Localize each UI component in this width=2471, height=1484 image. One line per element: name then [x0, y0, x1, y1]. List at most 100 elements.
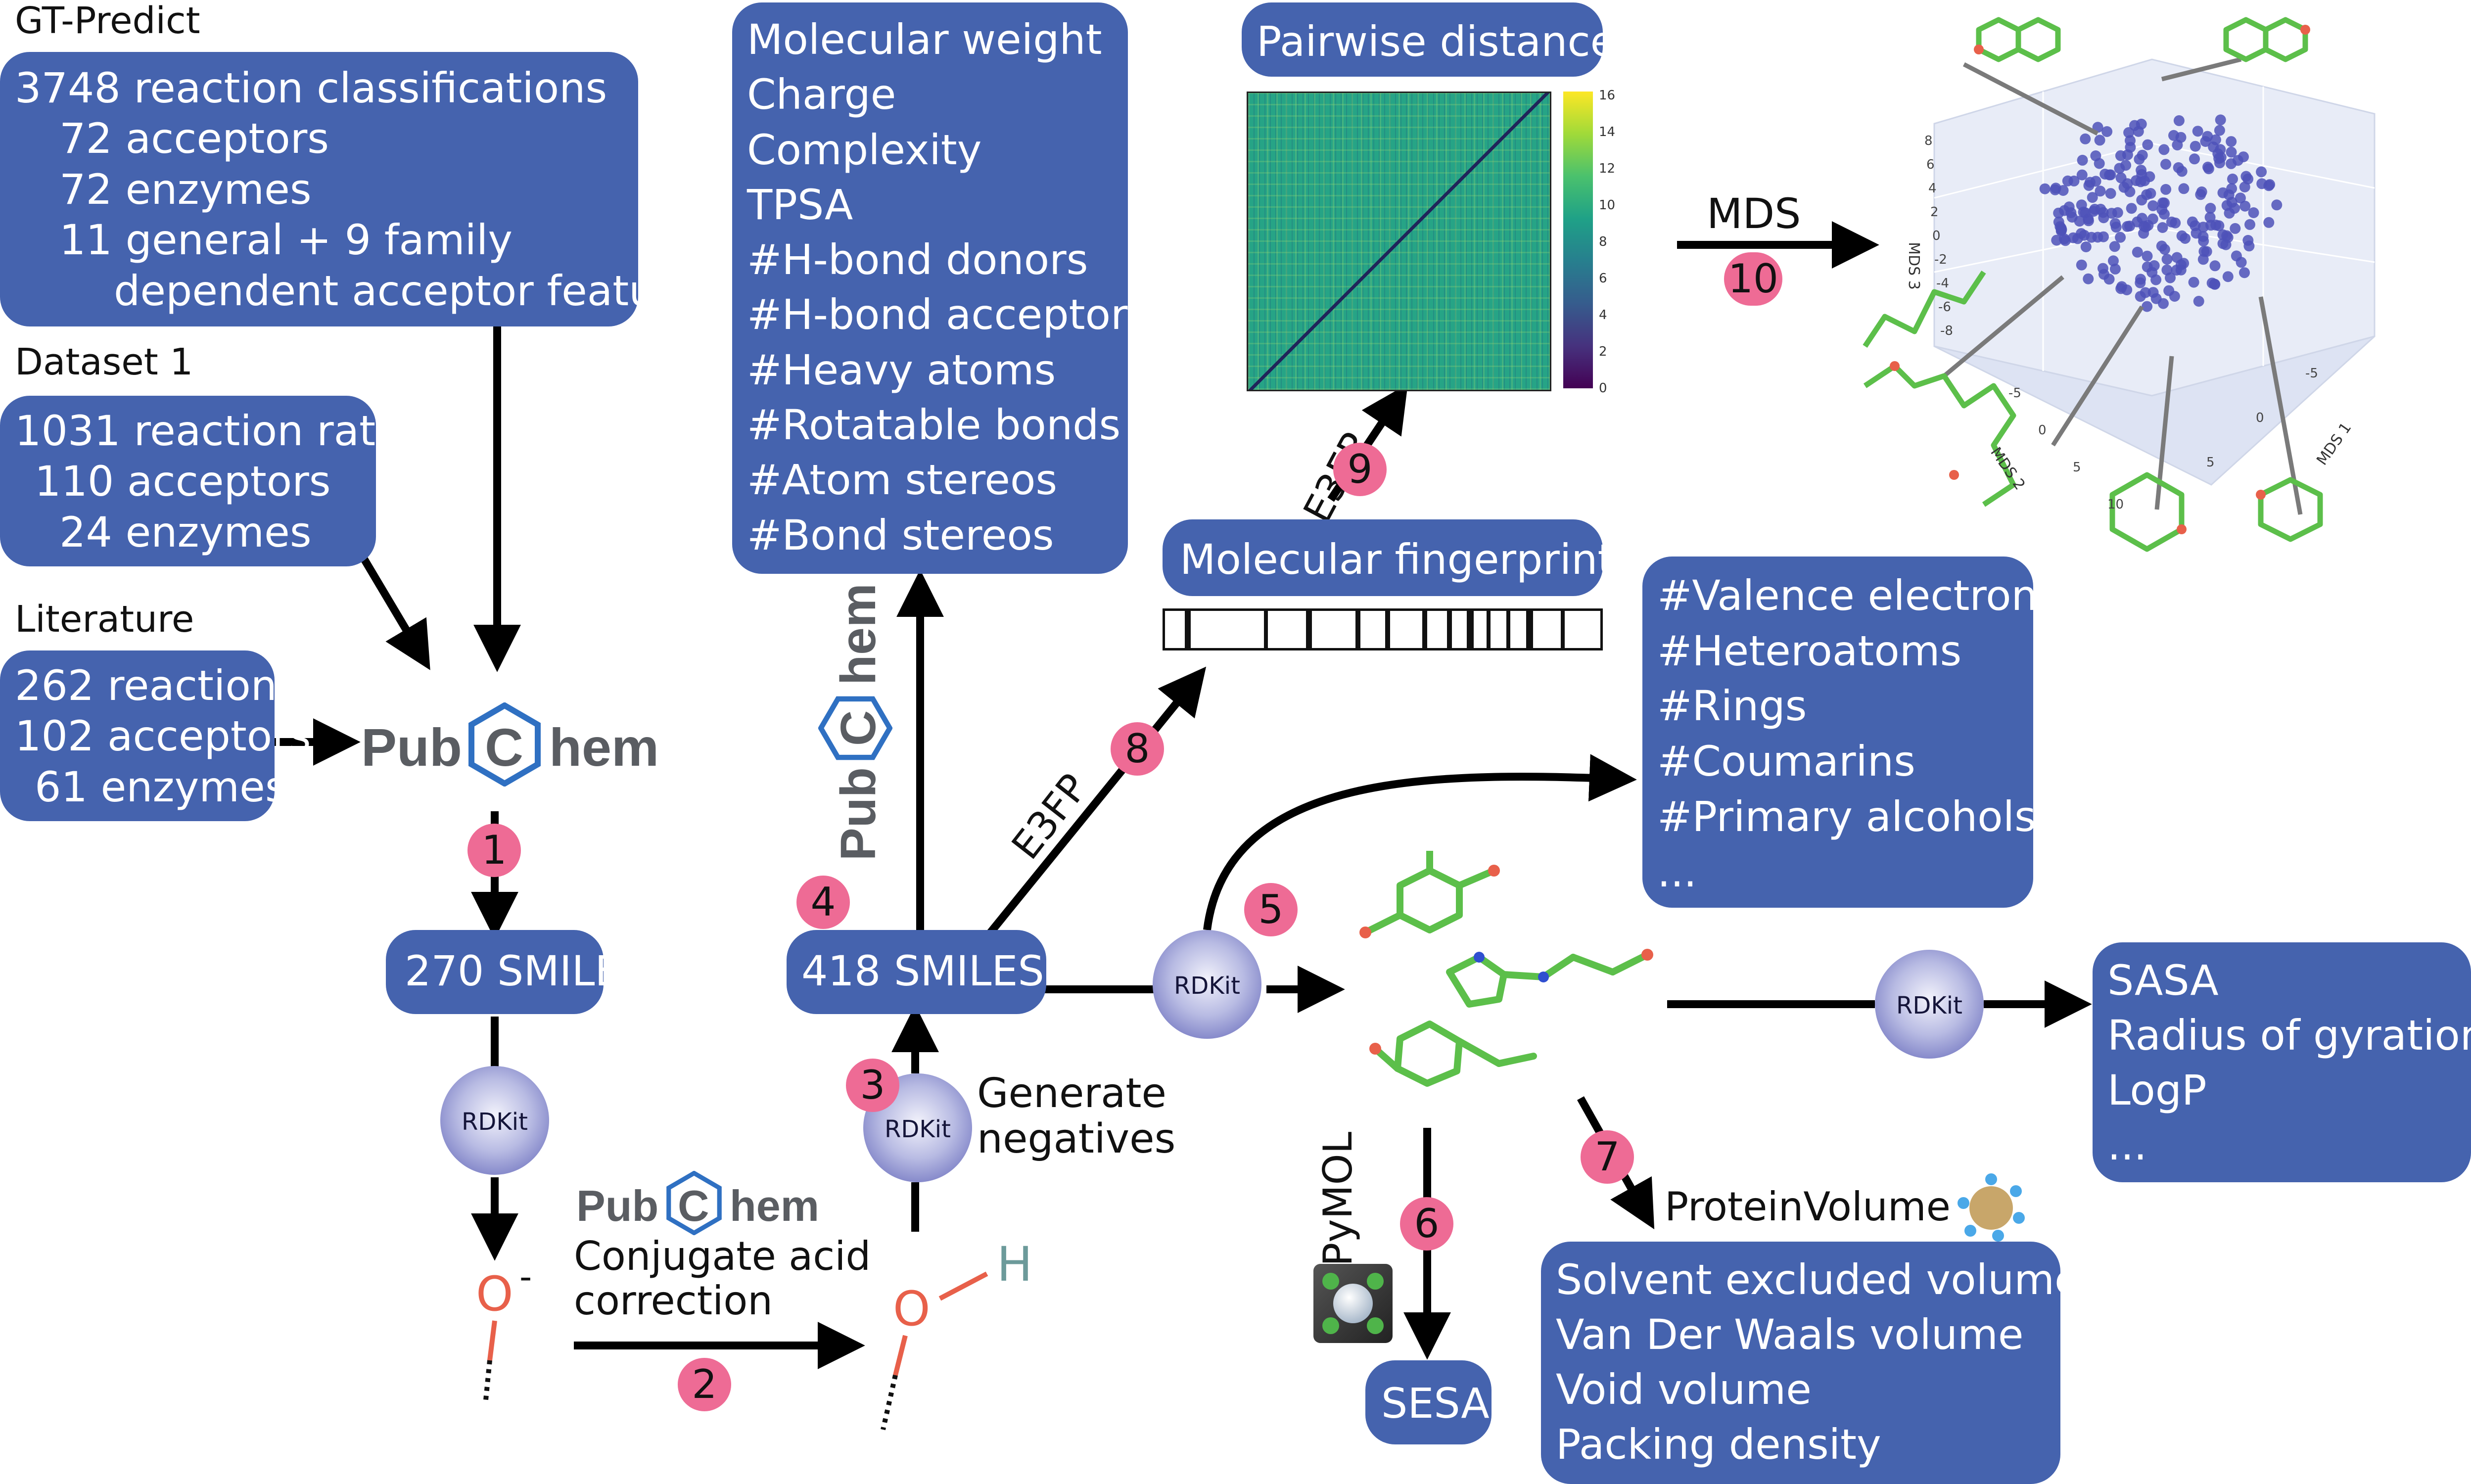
mds-label: MDS — [1707, 189, 1801, 238]
step-badge-3: 3 — [846, 1059, 899, 1112]
mds-point — [2235, 192, 2246, 204]
mds-point — [2173, 115, 2185, 126]
literature-title: Literature — [15, 598, 194, 641]
mds-point — [2098, 269, 2109, 280]
colorbar-tick: 2 — [1599, 344, 1607, 359]
mds-point — [2198, 246, 2210, 257]
sesa-label: SESA — [1381, 1379, 1490, 1428]
conjugate-line: correction — [574, 1277, 773, 1324]
step-badge-2: 2 — [678, 1358, 731, 1411]
pubchem-logo-text: hem — [730, 1181, 819, 1230]
feature-item: #H-bond donors — [747, 235, 1088, 284]
conformer-structures-image — [1359, 851, 1653, 1087]
rdkit-logo: RDKit — [1875, 950, 1984, 1059]
x-tick: 5 — [2206, 455, 2215, 470]
mds-point — [2142, 301, 2153, 312]
mds-point — [2178, 183, 2190, 194]
mds-point — [2099, 169, 2111, 180]
mds-point — [2079, 230, 2090, 241]
mds-point — [2083, 273, 2094, 284]
mds-point — [2215, 114, 2226, 126]
mds-point — [2126, 203, 2137, 214]
mds-point — [2115, 232, 2126, 243]
feature-item: Molecular weight — [747, 15, 1102, 64]
mds-point — [2263, 217, 2275, 228]
z-tick: 6 — [1926, 157, 1935, 172]
dataset1-box: 1031 reaction rates 110 acceptors 24 enz… — [0, 396, 423, 566]
mds-point — [2098, 212, 2109, 224]
mds-molecule-thumbnails — [1863, 17, 2323, 552]
generate-negatives-line: negatives — [977, 1115, 1176, 1162]
mds-point — [2114, 163, 2125, 174]
z-tick: -2 — [1934, 252, 1947, 267]
mds-point — [2226, 136, 2237, 147]
mds-point — [2197, 222, 2209, 233]
descriptor-item: #Heteroatoms — [1657, 626, 1962, 675]
descriptor-item: ... — [1657, 847, 1697, 896]
step-badge-5: 5 — [1244, 883, 1298, 936]
colorbar-tick: 0 — [1599, 381, 1607, 396]
feature-item: #Heavy atoms — [747, 345, 1056, 394]
feature-item: #Bond stereos — [747, 510, 1054, 559]
proteinvolume-features-box: Solvent excluded volume Van Der Waals vo… — [1541, 1242, 2080, 1484]
literature-line: 102 acceptors — [15, 712, 311, 761]
pubchem-logo-letter: C — [831, 710, 886, 746]
volume-item: Solvent excluded volume — [1556, 1255, 2080, 1304]
dataset1-line: 24 enzymes — [59, 508, 312, 556]
mds-point — [2190, 140, 2201, 152]
mds-y-ticks: -5 0 5 10 — [2008, 386, 2137, 524]
mds-point — [2095, 203, 2106, 215]
gt-predict-line: 72 acceptors — [59, 114, 329, 163]
gt-predict-line: 72 enzymes — [59, 165, 312, 214]
step-badge-8: 8 — [1111, 722, 1164, 776]
feature-item: #Rotatable bonds — [747, 401, 1121, 450]
mds-point — [2140, 287, 2151, 298]
y-tick: 0 — [2038, 423, 2047, 438]
colorbar-tick: 6 — [1599, 271, 1607, 286]
feature-item: Complexity — [747, 125, 982, 174]
mds-point — [2076, 169, 2088, 181]
hydrogen-atom-label: H — [997, 1237, 1033, 1292]
descriptor-item: #Coumarins — [1657, 737, 1915, 786]
mds-point — [2090, 150, 2101, 161]
hexagon-icon — [666, 1171, 722, 1235]
pairwise-distance-label: Pairwise distance — [1257, 17, 1616, 66]
mds-point — [2222, 271, 2234, 282]
mds-point — [2232, 155, 2243, 166]
hexagon-icon — [468, 702, 541, 787]
volume-item: Packing density — [1556, 1420, 1881, 1469]
step-badge-10: 10 — [1724, 252, 1782, 306]
z-tick: -6 — [1938, 300, 1951, 315]
mds-point — [2175, 132, 2187, 143]
dataset1-line: 110 acceptors — [35, 457, 331, 506]
mds-points — [2039, 114, 2283, 312]
y-tick: 5 — [2073, 460, 2081, 475]
mds-point — [2230, 223, 2241, 234]
mds-point — [2204, 212, 2216, 223]
mds-point — [2243, 240, 2255, 252]
pubchem-logo-letter: C — [485, 717, 523, 777]
mds-molecule-oxygens — [1890, 25, 2310, 534]
mds-point — [2135, 274, 2146, 285]
mds-point — [2229, 203, 2240, 214]
arrow-rdkit-to-descriptors — [1203, 754, 1637, 931]
shape-descriptors-box: SASA Radius of gyration LogP ... — [2093, 942, 2471, 1182]
step-badge-4: 4 — [796, 876, 850, 929]
mds-point — [2095, 186, 2106, 197]
gt-predict-box: 3748 reaction classifications 72 accepto… — [0, 52, 719, 326]
rdkit-logo: RDKit — [1153, 930, 1261, 1039]
shape-item: ... — [2107, 1120, 2147, 1169]
smiles-418-label: 418 SMILES — [801, 947, 1044, 995]
mds-point — [2242, 173, 2254, 185]
rdkit-logo-label: RDKit — [885, 1115, 951, 1143]
mds-point — [2159, 244, 2170, 255]
mds-point — [2118, 182, 2130, 193]
mds-point — [2123, 127, 2135, 138]
mds-point — [2196, 186, 2207, 197]
y-tick: -5 — [2008, 386, 2021, 401]
pubchem-logo-text: Pub — [831, 767, 886, 861]
mds-point — [2101, 126, 2113, 137]
molecule-leader-lines — [1943, 57, 2303, 515]
mds-point — [2192, 126, 2203, 137]
